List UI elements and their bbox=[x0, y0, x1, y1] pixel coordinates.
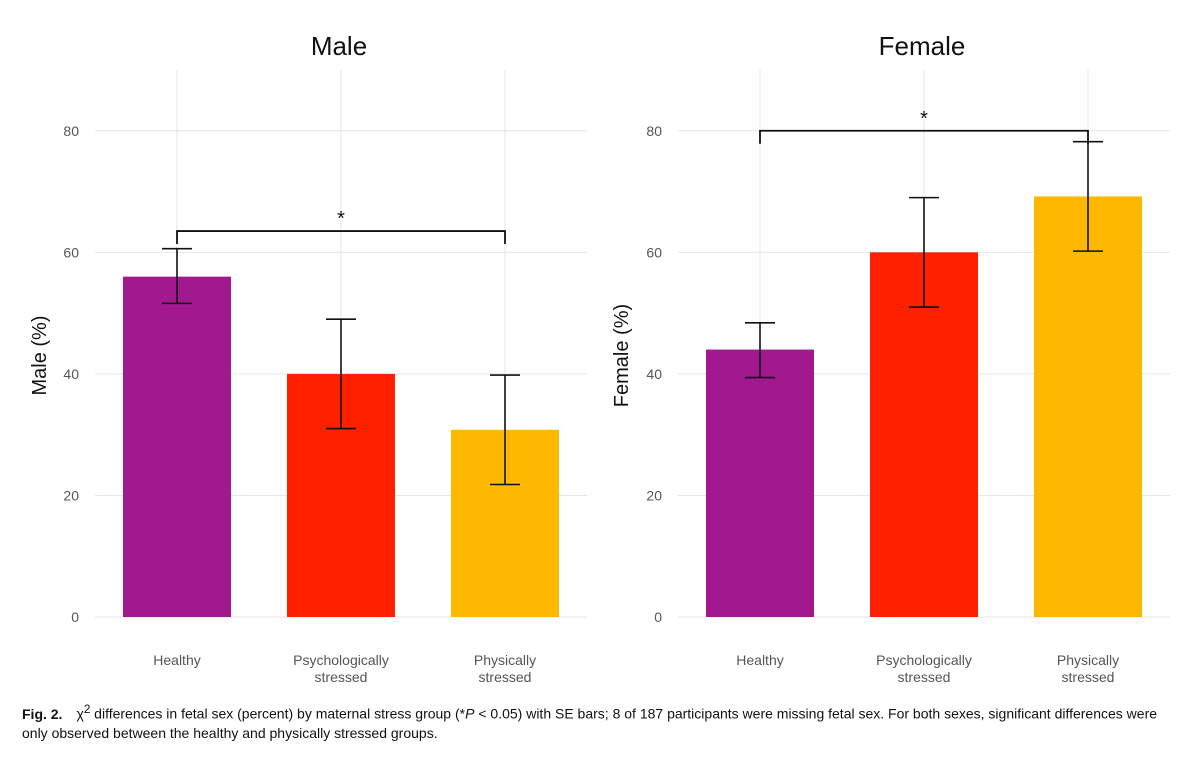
female-ytick-label: 60 bbox=[646, 244, 662, 260]
male-category-label-line: Psychologically bbox=[293, 652, 389, 668]
female-category-label-line: Physically bbox=[1057, 652, 1119, 668]
male-ytick-label: 20 bbox=[63, 487, 79, 503]
male-error-bar-1 bbox=[326, 318, 356, 430]
male-category-label-1: Psychologically stressed bbox=[293, 652, 389, 685]
male-category-label-line: stressed bbox=[315, 669, 368, 685]
male-category-label-line: Physically bbox=[474, 652, 536, 668]
caption-p-symbol: P bbox=[465, 705, 475, 722]
male-ytick-label: 40 bbox=[63, 366, 79, 382]
caption-text-a: differences in fetal sex (percent) by ma… bbox=[90, 705, 466, 722]
female-chart-title: Female bbox=[879, 31, 966, 61]
female-category-label-line: stressed bbox=[898, 669, 951, 685]
female-category-label-1: Psychologically stressed bbox=[876, 652, 972, 685]
male-bar-0 bbox=[123, 276, 231, 617]
male-category-label-line: Healthy bbox=[153, 652, 200, 668]
caption-text-b: < 0.05) with SE bars; 8 of 187 participa… bbox=[22, 705, 1158, 741]
male-chart-title: Male bbox=[311, 31, 367, 61]
male-ytick-label: 60 bbox=[63, 244, 79, 260]
caption-chi-symbol: χ bbox=[76, 705, 84, 722]
caption-chi-superscript: 2 bbox=[83, 703, 91, 716]
male-ytick-label: 80 bbox=[63, 123, 79, 139]
female-category-label-0: Healthy bbox=[736, 652, 783, 668]
male-category-label-2: Physically stressed bbox=[474, 652, 536, 685]
male-y-axis-label: Male (%) bbox=[29, 315, 51, 395]
female-category-label-line: stressed bbox=[1062, 669, 1115, 685]
female-error-bar-1 bbox=[909, 196, 939, 308]
male-significance-bracket bbox=[176, 230, 506, 245]
female-y-axis-label: Female (%) bbox=[611, 304, 633, 407]
female-significance-star: * bbox=[920, 108, 928, 130]
female-category-label-line: Healthy bbox=[736, 652, 783, 668]
male-significance-star: * bbox=[337, 208, 345, 230]
male-error-bar-2 bbox=[490, 374, 520, 486]
male-category-label-line: stressed bbox=[479, 669, 532, 685]
caption-figure-label: Fig. 2. bbox=[22, 705, 63, 722]
male-error-bar-0 bbox=[162, 247, 192, 305]
male-ytick-label: 0 bbox=[71, 609, 79, 625]
female-ytick-label: 80 bbox=[646, 123, 662, 139]
female-ytick-label: 40 bbox=[646, 366, 662, 382]
female-ytick-label: 20 bbox=[646, 487, 662, 503]
female-bar-0 bbox=[706, 349, 814, 617]
female-significance-bracket bbox=[759, 129, 1089, 144]
figure-caption: Fig. 2. χ2 differences in fetal sex (perc… bbox=[22, 700, 1182, 743]
female-category-label-line: Psychologically bbox=[876, 652, 972, 668]
female-ytick-label: 0 bbox=[654, 609, 662, 625]
female-error-bar-0 bbox=[745, 322, 775, 379]
female-bar-2 bbox=[1034, 196, 1142, 617]
male-category-label-0: Healthy bbox=[153, 652, 200, 668]
female-category-label-2: Physically stressed bbox=[1057, 652, 1119, 685]
female-bar-1 bbox=[870, 252, 978, 618]
